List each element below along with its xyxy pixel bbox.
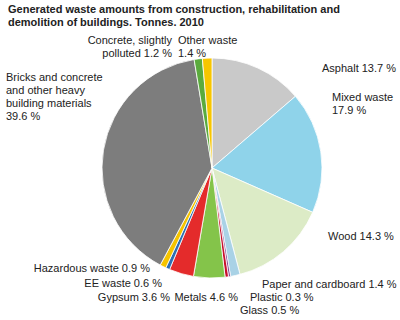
- slice: [202, 58, 212, 168]
- slice-value: 1.2 %: [144, 47, 172, 59]
- slice-value: 0.9 %: [122, 262, 150, 274]
- slice-label-line: Paper and cardboard: [262, 278, 365, 290]
- slice-value: 17.9 %: [332, 104, 366, 116]
- slice-label: Wood: [328, 230, 357, 242]
- title-line: Generated waste amounts from constructio…: [8, 3, 340, 15]
- slice-label-line: EE waste: [84, 277, 130, 289]
- title-line: demolition of buildings. Tonnes. 2010: [8, 16, 204, 28]
- slice-value: 1.4 %: [178, 47, 206, 59]
- slice-label: Mixed waste: [332, 91, 393, 103]
- slice-label: Asphalt: [322, 62, 359, 74]
- slice-label-line: Asphalt: [322, 62, 359, 74]
- slice: [194, 58, 212, 168]
- slice-value: 1.4 %: [368, 278, 396, 290]
- slice-label-line: Metals: [174, 291, 207, 303]
- slice-label-line: Wood: [328, 230, 357, 242]
- slice-label: Plastic: [250, 291, 283, 303]
- slice-value: 0.5 %: [271, 304, 299, 316]
- slice-label-line: building materials: [6, 97, 92, 109]
- slice: [102, 59, 212, 265]
- slice-label-line: Gypsum: [98, 291, 139, 303]
- slice-label-line: polluted: [102, 47, 141, 59]
- slice-label-line: Hazardous waste: [34, 262, 119, 274]
- slice-label: Metals: [174, 291, 207, 303]
- slice-label: EE waste: [84, 277, 130, 289]
- slice-label-line: Concrete, slightly: [88, 34, 173, 46]
- slice-label-line: Mixed waste: [332, 91, 393, 103]
- slice-value: 14.3 %: [360, 230, 394, 242]
- title: Generated waste amounts from constructio…: [8, 3, 340, 28]
- slice-label: Concrete, slightlypolluted: [88, 34, 173, 59]
- slice-label-line: Glass: [240, 304, 269, 316]
- slice-label-line: and other heavy: [6, 84, 85, 96]
- slice-label-line: Other waste: [178, 34, 237, 46]
- slice-value: 13.7 %: [362, 62, 396, 74]
- slices: [102, 58, 322, 278]
- slice-label-line: Bricks and concrete: [6, 71, 103, 83]
- slice-label: Bricks and concreteand other heavybuildi…: [6, 71, 103, 109]
- slice-value: 4.6 %: [210, 291, 238, 303]
- chart: Generated waste amounts from constructio…: [0, 0, 400, 320]
- slice-label-line: Plastic: [250, 291, 283, 303]
- slice-value: 0.6 %: [134, 277, 162, 289]
- slice-label: Glass: [240, 304, 269, 316]
- slice-value: 3.6 %: [142, 291, 170, 303]
- slice-value: 0.3 %: [285, 291, 313, 303]
- slice-label: Hazardous waste: [34, 262, 119, 274]
- slice-label: Paper and cardboard: [262, 278, 365, 290]
- slice-value: 39.6 %: [6, 110, 40, 122]
- slice-label: Other waste: [178, 34, 237, 46]
- slice-label: Gypsum: [98, 291, 139, 303]
